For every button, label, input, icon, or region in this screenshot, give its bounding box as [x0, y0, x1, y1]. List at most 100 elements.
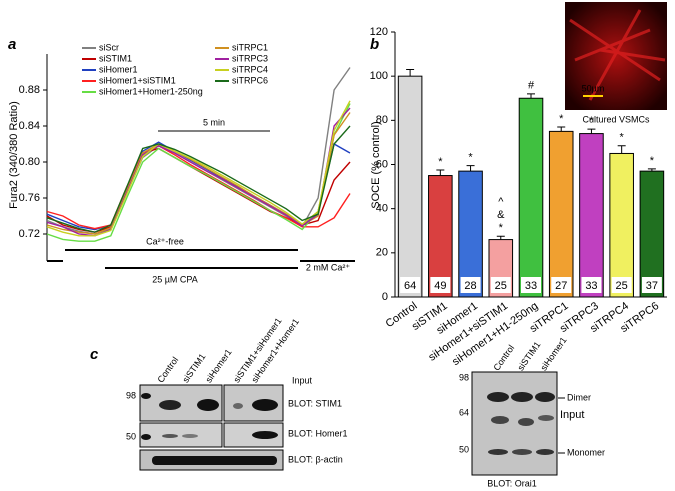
y-tick-label: 0.72	[19, 228, 40, 240]
significance: #	[528, 80, 535, 92]
error-bar	[466, 165, 475, 172]
legend-label: siTRPC1	[232, 42, 268, 52]
inset-image	[565, 2, 667, 110]
significance: *	[559, 113, 564, 125]
bar	[397, 75, 423, 298]
n-label: 49	[434, 280, 446, 292]
y-axis-label: SOCE (% control)	[370, 121, 382, 208]
legend-label: siHomer1+siSTIM1	[99, 75, 176, 85]
lane-label: siHomer1	[203, 347, 233, 384]
significance: *	[589, 115, 594, 127]
n-label: 25	[616, 280, 628, 292]
trace	[46, 100, 351, 237]
mw-marker: 98	[126, 390, 136, 400]
n-label: 37	[646, 280, 658, 292]
legend-label: siHomer1	[99, 64, 138, 74]
blot-left	[139, 384, 284, 471]
n-label: 64	[404, 280, 416, 292]
y-tick-label: 80	[376, 114, 388, 126]
error-bar	[496, 235, 505, 240]
y-tick-label: 40	[376, 203, 388, 215]
error-bar	[587, 128, 596, 134]
lane-label: Control	[155, 355, 180, 385]
trace	[46, 107, 351, 237]
n-label: 33	[525, 280, 537, 292]
y-axis-label: Fura2 (340/380 Ratio)	[8, 101, 20, 209]
y-tick-label: 0.88	[19, 84, 40, 96]
n-box	[611, 277, 632, 293]
n-box	[551, 277, 572, 293]
n-label: 33	[585, 280, 597, 292]
bar	[609, 152, 634, 298]
scale-label: 5 min	[203, 117, 225, 127]
ca-free-label: Ca²⁺-free	[146, 236, 184, 246]
trace	[46, 112, 351, 235]
monomer-label: Monomer	[567, 447, 605, 457]
n-label: 28	[464, 280, 476, 292]
mw-marker: 50	[459, 444, 469, 454]
y-tick-label: 60	[376, 158, 388, 170]
blot-label: BLOT: STIM1	[288, 398, 342, 408]
mw-marker: 98	[459, 372, 469, 382]
error-bar	[647, 168, 656, 172]
n-box	[641, 277, 662, 293]
bar	[579, 133, 604, 298]
lane-label: siHomer1	[538, 335, 568, 372]
y-tick-label: 100	[370, 70, 388, 82]
significance: *	[650, 155, 655, 167]
y-tick-label: 120	[370, 26, 388, 38]
y-tick-label: 0.84	[19, 120, 40, 132]
mw-marker: 64	[459, 407, 469, 417]
y-tick-label: 0.76	[19, 192, 40, 204]
legend-label: siTRPC4	[232, 64, 268, 74]
blot-label: BLOT: β-actin	[288, 454, 343, 464]
n-box	[490, 277, 511, 293]
error-bar	[557, 126, 566, 132]
trace	[46, 103, 351, 242]
n-box	[430, 277, 451, 293]
error-bar	[617, 145, 626, 154]
dimer-label: Dimer	[567, 392, 591, 402]
panel-a	[46, 54, 355, 269]
mw-marker: 50	[126, 431, 136, 441]
legend-label: siTRPC3	[232, 53, 268, 63]
error-bar	[436, 169, 445, 176]
legend-label: siSTIM1	[99, 53, 132, 63]
trace	[46, 145, 351, 230]
y-tick-label: 20	[376, 247, 388, 259]
legend-label: siTRPC6	[232, 75, 268, 85]
legend-label: siHomer1+Homer1-250ng	[99, 86, 203, 96]
blot-label: BLOT: Homer1	[288, 428, 348, 438]
input-label: Input	[560, 409, 584, 421]
cpa-label: 25 µM CPA	[152, 274, 198, 284]
n-box	[400, 277, 421, 293]
legend-label: siScr	[99, 42, 119, 52]
trace	[46, 141, 351, 231]
significance: ^	[498, 196, 504, 208]
y-tick-label: 0	[382, 291, 388, 303]
n-box	[460, 277, 481, 293]
blot-right	[471, 371, 565, 476]
n-box	[581, 277, 602, 293]
trace	[46, 125, 351, 233]
panel-label: c	[90, 346, 99, 363]
panel-label: a	[8, 36, 16, 53]
inset-caption: Cultured VSMCs	[582, 114, 650, 124]
significance: *	[438, 156, 443, 168]
n-label: 27	[555, 280, 567, 292]
significance: *	[468, 152, 473, 164]
significance: &	[497, 209, 505, 221]
error-bar	[527, 93, 535, 99]
n-box	[521, 277, 541, 293]
y-tick-label: 0.80	[19, 156, 40, 168]
significance: *	[620, 132, 625, 144]
error-bar	[406, 69, 415, 77]
ca-label: 2 mM Ca²⁺	[306, 262, 351, 272]
inset-scale: 50µm	[582, 83, 605, 93]
bar	[548, 130, 574, 298]
lane-label: Control	[491, 343, 516, 373]
blot-caption: BLOT: Orai1	[487, 478, 537, 488]
bar	[518, 97, 544, 298]
n-label: 25	[495, 280, 507, 292]
